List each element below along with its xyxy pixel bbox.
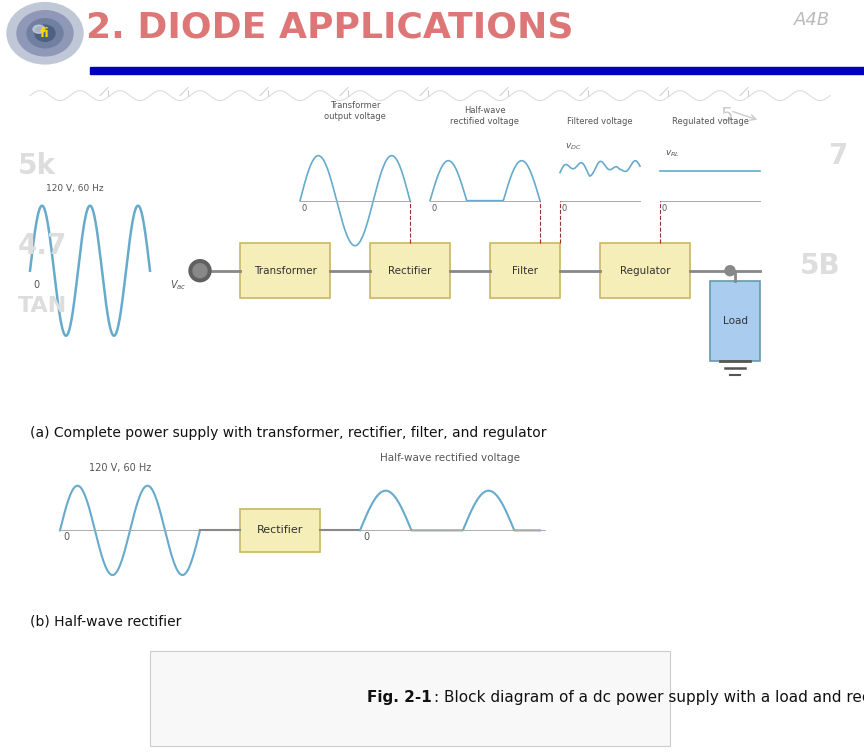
Text: (a) Complete power supply with transformer, rectifier, filter, and regulator: (a) Complete power supply with transform… bbox=[30, 426, 547, 440]
Circle shape bbox=[193, 264, 207, 277]
Text: $V_{ac}$: $V_{ac}$ bbox=[170, 277, 187, 292]
Bar bbox=[150, 651, 670, 746]
Text: Load: Load bbox=[722, 316, 747, 326]
Text: fi: fi bbox=[41, 26, 50, 40]
Text: (b) Half-wave rectifier: (b) Half-wave rectifier bbox=[30, 615, 181, 629]
Text: TAN: TAN bbox=[18, 296, 67, 316]
Text: 120 V, 60 Hz: 120 V, 60 Hz bbox=[89, 463, 151, 472]
Text: Transformer: Transformer bbox=[253, 265, 316, 276]
Text: Half-wave rectified voltage: Half-wave rectified voltage bbox=[380, 453, 520, 463]
Ellipse shape bbox=[35, 25, 55, 42]
Text: Regulator: Regulator bbox=[619, 265, 670, 276]
Circle shape bbox=[189, 260, 211, 282]
Text: $v_{DC}$: $v_{DC}$ bbox=[565, 141, 581, 152]
FancyBboxPatch shape bbox=[240, 243, 330, 298]
Text: Transformer
output voltage: Transformer output voltage bbox=[324, 101, 386, 121]
Circle shape bbox=[725, 265, 735, 276]
Text: 0: 0 bbox=[63, 532, 69, 542]
FancyBboxPatch shape bbox=[600, 243, 690, 298]
Text: 0: 0 bbox=[302, 203, 308, 212]
Text: Filtered voltage: Filtered voltage bbox=[567, 116, 632, 125]
Ellipse shape bbox=[17, 11, 73, 56]
Ellipse shape bbox=[33, 25, 45, 33]
Ellipse shape bbox=[27, 19, 63, 48]
Text: 5: 5 bbox=[720, 106, 733, 125]
Text: : Block diagram of a dc power supply with a load and rectifier.: : Block diagram of a dc power supply wit… bbox=[434, 690, 864, 705]
Text: 0: 0 bbox=[662, 203, 667, 212]
FancyBboxPatch shape bbox=[370, 243, 450, 298]
Text: 4.7: 4.7 bbox=[18, 231, 67, 260]
Text: A4B: A4B bbox=[794, 11, 830, 29]
Text: 0: 0 bbox=[432, 203, 437, 212]
Bar bbox=[90, 67, 864, 73]
Text: 2. DIODE APPLICATIONS: 2. DIODE APPLICATIONS bbox=[86, 11, 574, 44]
Text: Half-wave
rectified voltage: Half-wave rectified voltage bbox=[450, 107, 519, 125]
Text: 5B: 5B bbox=[799, 252, 840, 280]
Ellipse shape bbox=[7, 2, 83, 64]
FancyBboxPatch shape bbox=[490, 243, 560, 298]
Text: Filter: Filter bbox=[512, 265, 538, 276]
Text: Rectifier: Rectifier bbox=[388, 265, 432, 276]
FancyBboxPatch shape bbox=[240, 509, 320, 552]
Text: $v_{RL}$: $v_{RL}$ bbox=[665, 149, 680, 160]
Text: 0: 0 bbox=[33, 280, 39, 290]
Text: Regulated voltage: Regulated voltage bbox=[671, 116, 748, 125]
Text: 0: 0 bbox=[363, 532, 369, 542]
Text: 120 V, 60 Hz: 120 V, 60 Hz bbox=[46, 184, 104, 193]
Text: 0: 0 bbox=[562, 203, 568, 212]
Text: 7: 7 bbox=[829, 141, 848, 169]
Text: 5k: 5k bbox=[18, 152, 56, 180]
Text: Rectifier: Rectifier bbox=[257, 525, 303, 535]
Text: Fig. 2-1: Fig. 2-1 bbox=[367, 690, 432, 705]
FancyBboxPatch shape bbox=[710, 280, 760, 361]
